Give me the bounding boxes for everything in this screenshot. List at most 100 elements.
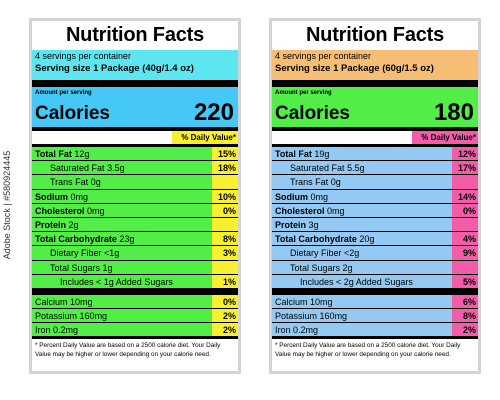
nutrient-row: Includes < 2g Added Sugars 5% [272,274,478,289]
nutrient-daily-value: 0% [452,203,478,217]
nutrient-daily-value [212,217,238,232]
nutrient-daily-value: 8% [212,232,238,246]
nutrient-name: Total Fat [35,149,72,159]
nutrient-daily-value [212,175,238,189]
nutrient-daily-value: 14% [452,189,478,203]
nutrient-row: Cholesterol 0mg 0% [272,203,478,218]
label-title: Nutrition Facts [65,24,205,46]
nutrient-name: Sodium [275,191,308,202]
divider-footer [32,337,238,340]
nutrient-row: Protein 3g [272,217,478,233]
divider-thick [32,80,238,87]
nutrient-amount: 23g [119,234,135,245]
nutrient-amount: 1g [102,262,113,273]
serving-size: Serving size 1 Package (60g/1.5 oz) [275,63,434,74]
nutrient-amount: 0g [90,177,101,188]
nutrient-amount: 0mg [87,205,105,216]
nutrient-name-cell: Cholesterol 0mg [35,204,105,218]
calories-section: Amount per serving Calories 220 [32,87,238,127]
nutrient-row: Total Carbohydrate 20g 4% [272,232,478,247]
nutrient-daily-value: 4% [452,232,478,246]
nutrient-name: Total Sugars [50,262,101,273]
nutrient-name-cell: Protein 3g [275,218,319,232]
nutrient-name: Cholesterol [275,205,325,216]
divider-thick [272,288,478,295]
nutrient-amount: 12g [74,149,90,159]
nutrient-row: Sodium 0mg 14% [272,189,478,204]
daily-value-header: % Daily Value* [412,131,478,144]
mineral-row: Potassium 160mg 8% [272,309,478,324]
nutrient-daily-value: 15% [212,147,238,161]
nutrient-row: Trans Fat 0g [32,175,238,190]
label-title: Nutrition Facts [305,24,445,46]
nutrient-amount: 0mg [310,191,329,202]
watermark-text: Adobe Stock | #580924445 [2,150,12,260]
nutrient-daily-value: 10% [212,189,238,203]
footnote: * Percent Daily Value are based on a 250… [275,342,461,358]
divider-thick [272,80,478,87]
nutrient-row: Protein 2g [32,217,238,233]
nutrient-amount: 0.2mg [53,325,79,336]
nutrient-name-cell: Saturated Fat 3.5g [50,161,125,175]
nutrient-daily-value: 3% [212,246,238,260]
nutrient-name: Calcium [35,296,68,307]
nutrient-name: Protein [275,219,307,230]
nutrient-daily-value: 2% [212,309,238,323]
nutrient-name-cell: Saturated Fat 5.5g [290,161,365,175]
servings-per-container: 4 servings per container [35,51,132,61]
calories-value: 220 [193,99,234,126]
calories-section: Amount per serving Calories 180 [272,87,478,127]
nutrient-name-cell: Dietary Fiber <2g [290,246,359,260]
nutrient-name-cell: Sodium 0mg [35,190,88,204]
nutrient-row: Includes < 1g Added Sugars 1% [32,274,238,289]
nutrient-daily-value: 0% [212,294,238,309]
nutrient-name-cell: Includes < 1g Added Sugars [60,275,173,289]
mineral-row: Calcium 10mg 0% [32,294,238,310]
nutrient-name: Dietary Fiber [50,248,102,259]
nutrient-name: Saturated Fat [290,163,345,174]
nutrient-daily-value: 9% [452,246,478,260]
footnote: * Percent Daily Value are based on a 250… [35,342,221,358]
divider-medium [32,127,238,131]
nutrient-name: Saturated Fat [50,163,105,174]
nutrient-name: Dietary Fiber [290,248,342,259]
nutrient-name: Total Carbohydrate [275,234,357,245]
nutrient-name-cell: Total Carbohydrate 20g [275,232,374,246]
label-body: Nutrition Facts 4 servings per container S… [272,21,478,371]
nutrition-label-right: Nutrition Facts 4 servings per container S… [269,18,481,374]
serving-size: Serving size 1 Package (40g/1.4 oz) [35,63,194,74]
mineral-row: Iron 0.2mg 2% [272,323,478,338]
nutrient-daily-value: 2% [212,323,238,337]
nutrient-amount: 2g [68,219,79,230]
divider-mid [32,144,238,147]
daily-value-header: % Daily Value* [172,131,238,144]
stock-watermark: Adobe Stock | #580924445 [0,40,14,370]
nutrient-daily-value: 5% [452,274,478,288]
serving-info: 4 servings per container Serving size 1 P… [272,50,478,80]
nutrient-amount: 160mg [79,311,108,322]
nutrient-name: Trans Fat [50,177,89,188]
nutrient-name: Cholesterol [35,205,85,216]
divider-medium [272,127,478,131]
nutrient-amount: 0mg [70,191,89,202]
servings-per-container: 4 servings per container [275,51,372,61]
nutrient-row: Dietary Fiber <2g 9% [272,246,478,261]
calories-value: 180 [433,99,474,126]
amount-per-serving: Amount per serving [275,90,332,96]
nutrient-name-cell: Calcium 10mg [35,295,93,309]
nutrient-name-cell: Iron 0.2mg [275,323,318,337]
amount-per-serving: Amount per serving [35,90,92,96]
nutrient-daily-value: 18% [212,161,238,175]
nutrient-amount: 160mg [319,311,348,322]
nutrient-row: Total Carbohydrate 23g 8% [32,232,238,247]
nutrient-name: Sodium [35,191,68,202]
nutrient-name-cell: Cholesterol 0mg [275,204,345,218]
nutrient-name: Calcium [275,296,308,307]
nutrient-amount: 10mg [70,296,93,307]
nutrient-amount: 0mg [327,205,345,216]
nutrient-name: Total Fat [275,149,312,159]
nutrient-name-cell: Dietary Fiber <1g [50,246,119,260]
nutrient-name-cell: Potassium 160mg [275,309,347,323]
nutrient-daily-value [452,175,478,189]
nutrient-name: Total Carbohydrate [35,234,117,245]
